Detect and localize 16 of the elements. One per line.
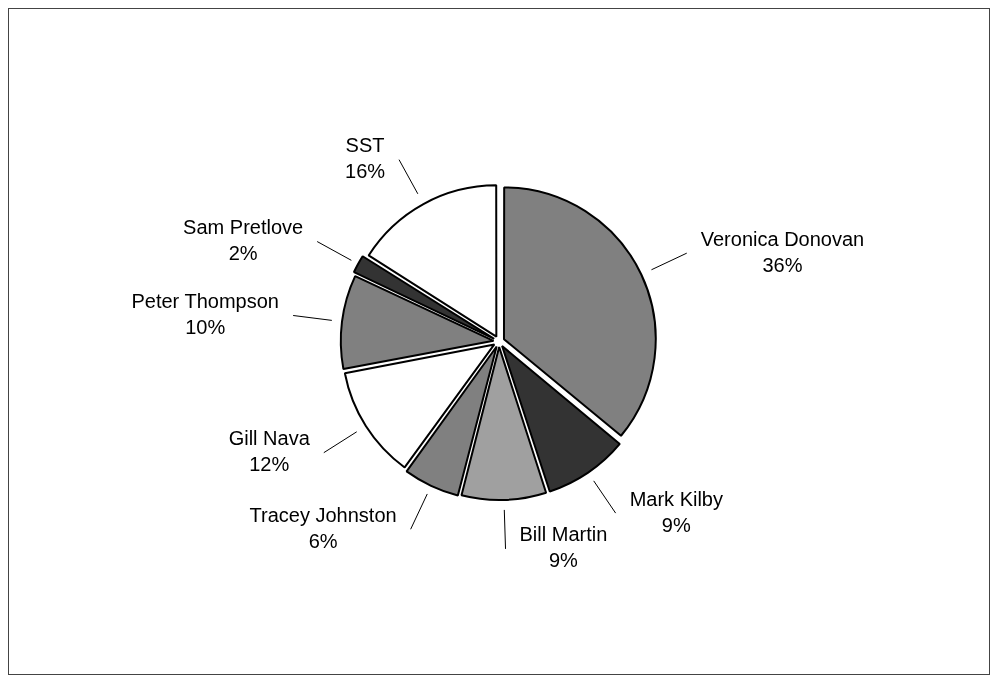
slice-label: SST bbox=[345, 134, 385, 157]
slice-label: Veronica Donovan bbox=[700, 227, 865, 250]
data-label: 2% bbox=[228, 242, 258, 265]
slice-label: Peter Thompson bbox=[131, 290, 279, 313]
legend-label: Gill Nava bbox=[228, 427, 311, 450]
data-label: 6% bbox=[308, 529, 338, 552]
data-label: 36% bbox=[762, 253, 803, 276]
data-label: 9% bbox=[548, 549, 579, 572]
slice-label: Bill Martin bbox=[519, 523, 608, 546]
data-label: 9% bbox=[661, 513, 691, 536]
data-label: 12% bbox=[249, 453, 290, 476]
slice-label: Sam Pretlove bbox=[183, 216, 304, 239]
slice-label: Tracey Johnston bbox=[249, 503, 397, 526]
slice-label: Mark Kilby bbox=[629, 487, 723, 510]
data-label: 16% bbox=[345, 160, 386, 183]
data-label: 10% bbox=[185, 316, 226, 339]
